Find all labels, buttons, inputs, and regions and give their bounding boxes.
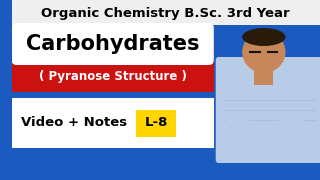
Ellipse shape — [224, 116, 251, 134]
Bar — [12, 98, 214, 148]
Bar — [12, 25, 320, 37]
Ellipse shape — [242, 28, 285, 46]
Ellipse shape — [237, 124, 290, 140]
FancyBboxPatch shape — [12, 23, 214, 65]
FancyBboxPatch shape — [216, 57, 320, 163]
Text: Video + Notes: Video + Notes — [21, 116, 127, 129]
Ellipse shape — [277, 116, 304, 134]
Ellipse shape — [242, 31, 285, 73]
Bar — [12, 0, 320, 25]
Text: ( Pyranose Structure ): ( Pyranose Structure ) — [39, 69, 187, 82]
Bar — [12, 148, 320, 180]
Text: Cyclic Structure Of Fructose: Cyclic Structure Of Fructose — [20, 51, 206, 64]
Text: Carbohydrates: Carbohydrates — [26, 34, 199, 54]
Text: Organic Chemistry B.Sc. 3rd Year: Organic Chemistry B.Sc. 3rd Year — [41, 6, 290, 19]
Bar — [254, 67, 274, 85]
Bar — [12, 44, 214, 92]
Text: L-8: L-8 — [144, 116, 168, 129]
FancyBboxPatch shape — [136, 110, 176, 137]
